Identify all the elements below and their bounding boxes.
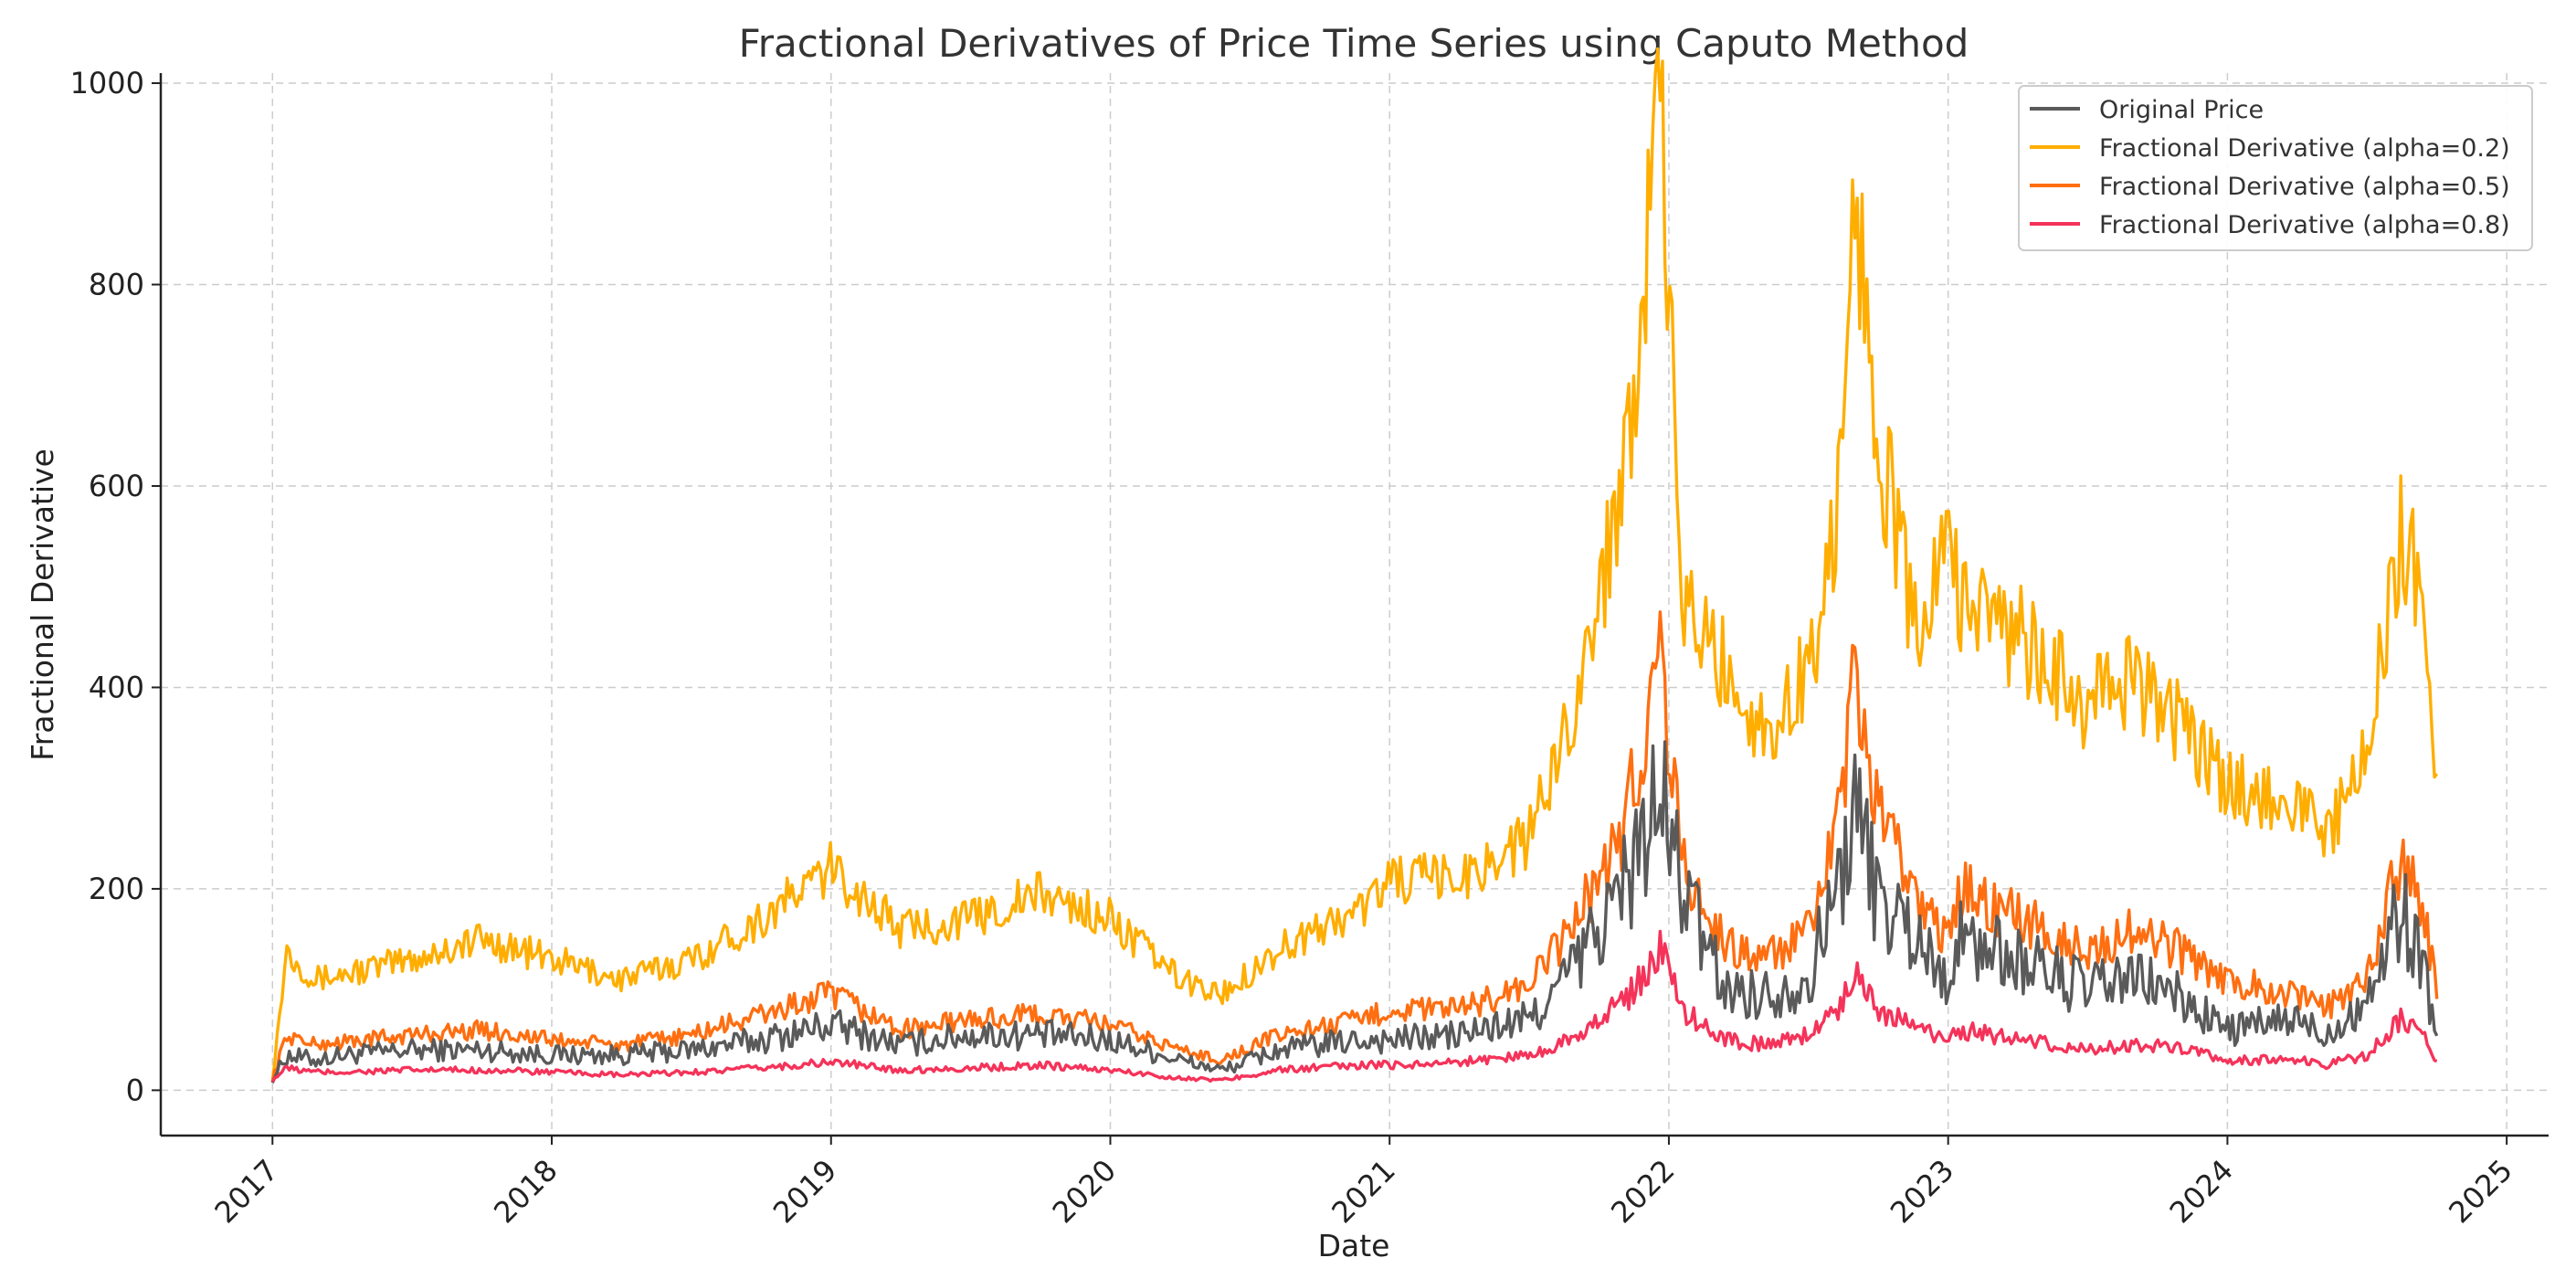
legend-item-label: Fractional Derivative (alpha=0.5) — [2099, 173, 2510, 201]
x-axis-label: Date — [1318, 1228, 1390, 1263]
chart-title: Fractional Derivatives of Price Time Ser… — [739, 21, 1969, 66]
legend-item-label: Original Price — [2099, 96, 2264, 124]
y-tick-label: 400 — [89, 670, 144, 704]
y-tick-label: 0 — [126, 1073, 144, 1107]
series-line-0 — [270, 740, 2439, 1084]
series-line-2 — [270, 610, 2439, 1083]
legend-item-label: Fractional Derivative (alpha=0.8) — [2099, 211, 2510, 239]
y-tick-label: 1000 — [70, 66, 144, 100]
y-axis-label: Fractional Derivative — [25, 449, 60, 761]
axes — [159, 73, 2549, 1137]
legend: Original Price Fractional Derivative (alp… — [2018, 85, 2533, 251]
y-tick-label: 800 — [89, 267, 144, 301]
series-line-3 — [270, 929, 2438, 1083]
legend-item-label: Fractional Derivative (alpha=0.2) — [2099, 134, 2510, 163]
y-tick-label: 600 — [89, 469, 144, 503]
grid — [161, 73, 2549, 1136]
y-tick-label: 200 — [89, 872, 144, 906]
series-line-1 — [270, 47, 2439, 1082]
legend-box — [2018, 85, 2533, 251]
series-layer — [270, 47, 2439, 1084]
